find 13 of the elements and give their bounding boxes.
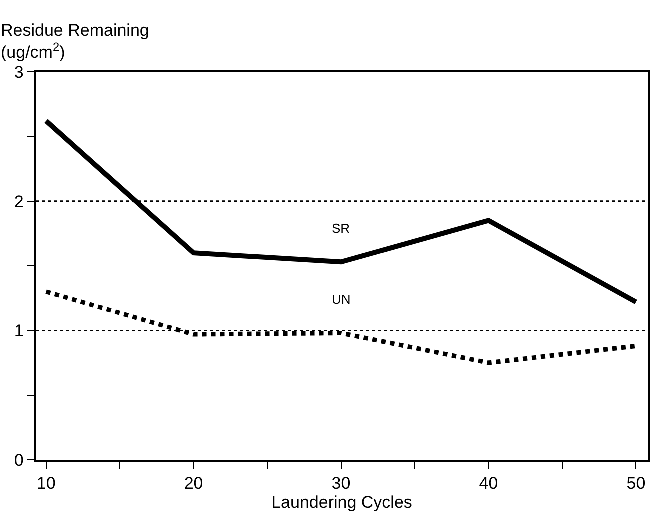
y-tick-label: 2	[14, 192, 24, 212]
x-tick-label: 10	[36, 474, 56, 494]
x-tick-label: 50	[626, 474, 646, 494]
x-tick-label: 40	[479, 474, 498, 494]
x-tick-label: 20	[184, 474, 204, 494]
y-tick-label: 1	[14, 322, 24, 341]
x-axis-title: Laundering Cycles	[272, 493, 412, 512]
y-tick-label: 3	[14, 62, 24, 82]
y-tick-label: 0	[14, 450, 24, 470]
series-label: SR	[332, 221, 350, 236]
x-tick-label: 30	[332, 474, 351, 494]
y-axis-title: Residue Remaining (ug/cm$^{2}$)	[1, 21, 150, 62]
text: UN	[332, 292, 351, 307]
